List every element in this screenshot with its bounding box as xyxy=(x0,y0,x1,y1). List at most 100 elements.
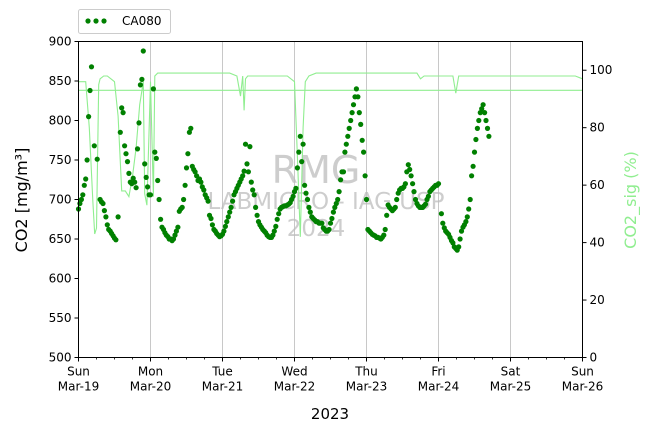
co2-point xyxy=(185,151,191,157)
co2-point xyxy=(408,173,414,179)
y-right-tick-label: 60 xyxy=(590,178,605,192)
co2-point xyxy=(117,129,123,135)
y-right-tick-label: 20 xyxy=(590,293,605,307)
co2-point xyxy=(139,76,145,82)
co2-point xyxy=(336,189,342,195)
co2-point xyxy=(130,175,136,181)
co2-point xyxy=(175,224,181,230)
y-left-tick-label: 800 xyxy=(49,114,72,128)
co2-point xyxy=(91,143,97,149)
co2-point xyxy=(463,219,469,225)
co2-point xyxy=(353,86,359,92)
co2-point xyxy=(140,48,146,54)
x-tick-label-day: Sun xyxy=(571,365,594,379)
co2-point xyxy=(346,125,352,131)
y-left-tick-label: 700 xyxy=(49,193,72,207)
co2-point xyxy=(294,165,300,171)
co2-point xyxy=(355,94,361,100)
co2-point xyxy=(101,208,107,214)
co2-point xyxy=(435,181,442,187)
co2-point xyxy=(482,110,488,116)
x-tick-label-date: Mar-20 xyxy=(130,380,171,394)
co2-point xyxy=(137,82,143,88)
co2-point xyxy=(240,173,246,179)
co2-point xyxy=(181,196,187,203)
co2-point xyxy=(471,149,478,155)
y-axis-left-label: CO2 [mg/m³] xyxy=(12,148,31,253)
y-left-tick-label: 750 xyxy=(49,153,72,167)
co2-point xyxy=(123,151,129,157)
co2-point xyxy=(407,166,413,173)
co2-point xyxy=(345,133,351,139)
co2-point xyxy=(88,64,95,70)
co2-point xyxy=(120,110,126,116)
co2-point xyxy=(303,190,309,196)
co2-point xyxy=(84,157,90,163)
co2-point xyxy=(136,120,142,126)
co2-point xyxy=(467,196,473,203)
co2-point xyxy=(147,192,154,198)
co2-point xyxy=(338,177,344,183)
co2-point xyxy=(228,204,234,210)
y-right-tick-label: 100 xyxy=(590,63,613,77)
legend: CA080 xyxy=(78,9,171,34)
co2-point xyxy=(342,149,348,155)
co2-point xyxy=(244,161,250,167)
co2-point xyxy=(241,168,247,174)
co2-point xyxy=(392,204,398,210)
co2-point xyxy=(457,236,463,242)
co2-point xyxy=(81,182,87,188)
co2-point xyxy=(326,226,332,233)
co2-point xyxy=(422,201,429,207)
co2-point xyxy=(225,214,231,220)
co2-point xyxy=(458,228,465,234)
co2-point xyxy=(205,198,211,204)
co2-point xyxy=(300,141,306,147)
co2-point xyxy=(158,216,164,222)
x-tick-label-day: Wed xyxy=(281,365,307,379)
co2-point xyxy=(348,117,354,124)
co2-point xyxy=(198,179,204,185)
co2-point xyxy=(350,102,357,108)
co2-point xyxy=(271,228,277,234)
co2-point xyxy=(242,141,249,147)
co2-point xyxy=(274,216,280,222)
co2-point xyxy=(122,143,128,149)
legend-marker xyxy=(101,18,107,24)
co2-point xyxy=(170,236,177,242)
co2-point xyxy=(155,177,161,184)
co2-point xyxy=(188,125,194,131)
co2-point xyxy=(124,159,131,165)
y-right-tick-label: 80 xyxy=(590,121,605,135)
y-left-tick-label: 500 xyxy=(49,351,72,365)
co2-point xyxy=(150,86,156,92)
co2-point xyxy=(306,204,312,210)
co2-point xyxy=(251,192,257,198)
co2-point xyxy=(126,170,132,176)
co2-point xyxy=(192,169,198,175)
co2-point xyxy=(270,232,276,238)
co2-point xyxy=(78,196,84,203)
co2-point xyxy=(224,219,230,225)
y-axis-right: 0 20 40 60 80 100 xyxy=(582,63,613,365)
co2-point xyxy=(222,223,228,229)
x-tick-label-day: Fri xyxy=(431,365,445,379)
co2-point xyxy=(330,209,336,215)
co2-point xyxy=(382,226,388,233)
co2-point xyxy=(425,193,431,199)
co2-point xyxy=(183,165,190,171)
co2-point xyxy=(302,182,308,188)
y-left-tick-label: 600 xyxy=(49,272,72,286)
watermark: RMG LABMICRO - IAG USP 2024 xyxy=(207,148,444,242)
co2-point xyxy=(250,187,256,193)
x-tick-label-date: Mar-21 xyxy=(202,380,243,394)
co2-point xyxy=(119,105,125,111)
y-axis-left: 500 550 600 650 700 750 800 850 900 xyxy=(49,35,79,365)
co2-point xyxy=(100,200,106,207)
x-tick-label-date: Mar-23 xyxy=(346,380,387,394)
y-axis-right-label: CO2_sig (%) xyxy=(621,151,641,249)
co2-point xyxy=(209,222,215,228)
x-tick-label-date: Mar-22 xyxy=(274,380,315,394)
co2-point xyxy=(172,232,178,238)
